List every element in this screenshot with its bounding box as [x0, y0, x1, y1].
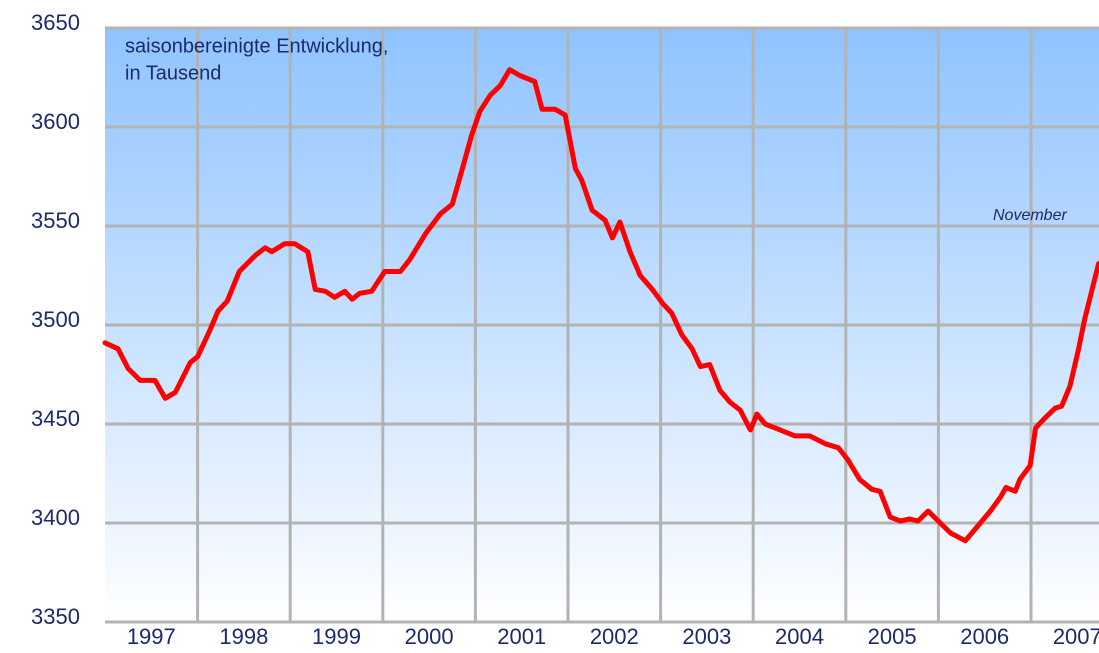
x-tick-label: 2001 — [497, 624, 546, 649]
y-tick-label: 3600 — [31, 109, 80, 134]
y-tick-label: 3400 — [31, 505, 80, 530]
x-tick-label: 1998 — [219, 624, 268, 649]
x-tick-label: 2005 — [868, 624, 917, 649]
x-tick-label: 1997 — [127, 624, 176, 649]
y-tick-label: 3500 — [31, 307, 80, 332]
x-tick-label: 1999 — [312, 624, 361, 649]
x-tick-label: 2004 — [775, 624, 824, 649]
annotation: November — [993, 207, 1067, 224]
y-tick-label: 3350 — [31, 604, 80, 629]
x-tick-label: 2003 — [682, 624, 731, 649]
x-tick-label: 2000 — [405, 624, 454, 649]
y-tick-label: 3550 — [31, 208, 80, 233]
annotation: saisonbereinigte Entwicklung, — [125, 35, 389, 57]
line — [102, 67, 1099, 544]
y-tick-label: 3450 — [31, 406, 80, 431]
x-tick-label: 2006 — [960, 624, 1009, 649]
annotation: in Tausend — [125, 62, 221, 84]
y-tick-label: 3650 — [31, 10, 80, 35]
x-tick-label: 2002 — [590, 624, 639, 649]
x-tick-label: 2007 — [1053, 624, 1099, 649]
